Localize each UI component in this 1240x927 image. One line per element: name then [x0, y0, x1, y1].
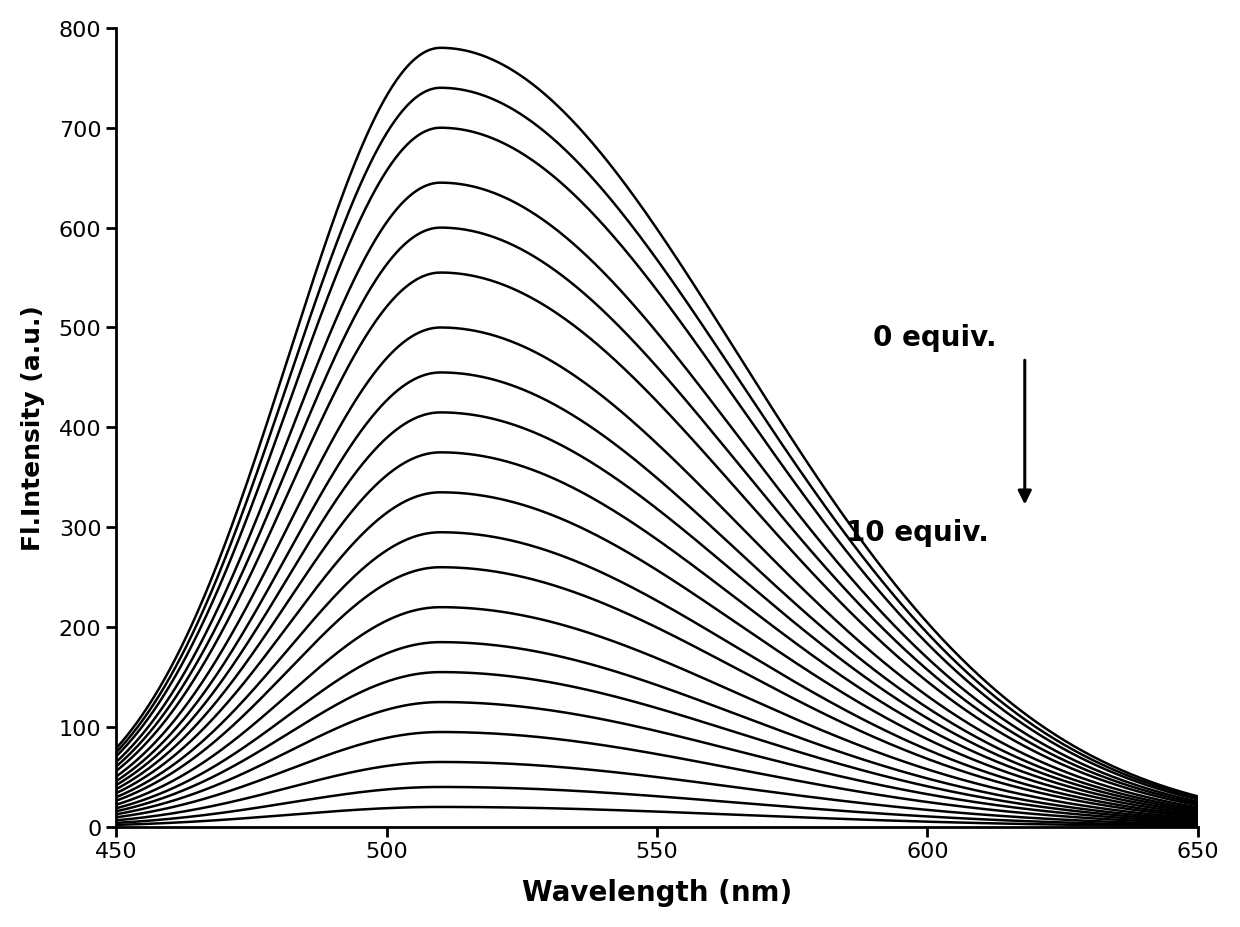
Y-axis label: Fl.Intensity (a.u.): Fl.Intensity (a.u.)	[21, 305, 45, 551]
Text: 10 equiv.: 10 equiv.	[846, 519, 990, 547]
X-axis label: Wavelength (nm): Wavelength (nm)	[522, 878, 792, 907]
Text: 0 equiv.: 0 equiv.	[873, 324, 997, 352]
